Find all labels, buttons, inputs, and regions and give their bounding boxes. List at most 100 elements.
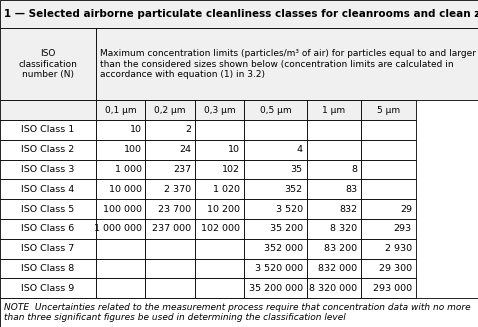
Bar	[0, 100, 96, 120]
Bar	[0, 239, 96, 259]
Bar	[244, 239, 306, 259]
Bar	[145, 199, 195, 219]
Bar	[361, 160, 416, 180]
Text: 1 μm: 1 μm	[322, 106, 346, 114]
Text: ISO Class 3: ISO Class 3	[22, 165, 75, 174]
Bar	[195, 239, 244, 259]
Text: 0,1 μm: 0,1 μm	[105, 106, 137, 114]
Text: 1 000: 1 000	[115, 165, 141, 174]
Text: 23 700: 23 700	[158, 205, 191, 214]
Text: 2 370: 2 370	[164, 185, 191, 194]
Bar	[96, 140, 145, 160]
Text: 832: 832	[339, 205, 357, 214]
Bar	[361, 219, 416, 239]
Bar	[0, 120, 96, 140]
Bar	[0, 140, 96, 160]
Bar	[145, 160, 195, 180]
Text: 100: 100	[124, 145, 141, 154]
Bar	[145, 259, 195, 278]
Text: 3 520: 3 520	[276, 205, 303, 214]
Bar	[361, 259, 416, 278]
Bar	[96, 219, 145, 239]
Bar	[0, 28, 96, 100]
Bar	[306, 259, 361, 278]
Text: 8 320: 8 320	[330, 224, 357, 233]
Bar	[195, 160, 244, 180]
Text: 0,3 μm: 0,3 μm	[204, 106, 235, 114]
Bar	[306, 120, 361, 140]
Text: ISO Class 8: ISO Class 8	[22, 264, 75, 273]
Bar	[145, 219, 195, 239]
Text: ISO Class 7: ISO Class 7	[22, 244, 75, 253]
Bar	[244, 259, 306, 278]
Text: ISO Class 2: ISO Class 2	[22, 145, 75, 154]
Text: 1 000 000: 1 000 000	[94, 224, 141, 233]
Bar	[306, 100, 361, 120]
Text: 1 020: 1 020	[213, 185, 240, 194]
Bar	[96, 28, 478, 100]
Text: 0,5 μm: 0,5 μm	[260, 106, 291, 114]
Bar	[361, 120, 416, 140]
Text: Maximum concentration limits (particles/m³ of air) for particles equal to and la: Maximum concentration limits (particles/…	[100, 49, 476, 79]
Text: 2: 2	[185, 125, 191, 134]
Text: 100 000: 100 000	[103, 205, 141, 214]
Bar	[0, 259, 96, 278]
Text: NOTE  Uncertainties related to the measurement process require that concentratio: NOTE Uncertainties related to the measur…	[4, 303, 470, 322]
Bar	[195, 100, 244, 120]
Bar	[244, 219, 306, 239]
Text: 8 320 000: 8 320 000	[309, 284, 357, 293]
Text: 83 200: 83 200	[324, 244, 357, 253]
Text: 102 000: 102 000	[201, 224, 240, 233]
Bar	[195, 219, 244, 239]
Bar	[145, 180, 195, 199]
Bar	[195, 180, 244, 199]
Text: 293: 293	[394, 224, 412, 233]
Text: 352: 352	[284, 185, 303, 194]
Bar	[361, 278, 416, 298]
Text: 10 200: 10 200	[207, 205, 240, 214]
Bar	[195, 199, 244, 219]
Bar	[361, 100, 416, 120]
Bar	[361, 140, 416, 160]
Text: 4: 4	[297, 145, 303, 154]
Bar	[0, 160, 96, 180]
Text: 2 930: 2 930	[385, 244, 412, 253]
Text: 237 000: 237 000	[152, 224, 191, 233]
Text: 8: 8	[351, 165, 357, 174]
Bar	[361, 180, 416, 199]
Bar	[244, 180, 306, 199]
Bar	[145, 120, 195, 140]
Text: 29: 29	[400, 205, 412, 214]
Bar	[361, 199, 416, 219]
Text: ISO Class 9: ISO Class 9	[22, 284, 75, 293]
Text: 293 000: 293 000	[373, 284, 412, 293]
Bar	[0, 199, 96, 219]
Bar	[306, 160, 361, 180]
Bar	[195, 278, 244, 298]
Bar	[96, 278, 145, 298]
Text: 102: 102	[222, 165, 240, 174]
Text: 35 200: 35 200	[270, 224, 303, 233]
Bar	[96, 199, 145, 219]
Bar	[96, 160, 145, 180]
Bar	[0, 0, 478, 28]
Bar	[0, 219, 96, 239]
Text: 832 000: 832 000	[318, 264, 357, 273]
Bar	[0, 278, 96, 298]
Text: 3 520 000: 3 520 000	[255, 264, 303, 273]
Bar	[96, 100, 145, 120]
Text: Table 1 — Selected airborne particulate cleanliness classes for cleanrooms and c: Table 1 — Selected airborne particulate …	[0, 9, 478, 19]
Text: 24: 24	[179, 145, 191, 154]
Bar	[96, 239, 145, 259]
Text: ISO Class 4: ISO Class 4	[22, 185, 75, 194]
Text: 10 000: 10 000	[109, 185, 141, 194]
Bar	[96, 259, 145, 278]
Bar	[306, 180, 361, 199]
Bar	[96, 120, 145, 140]
Text: 83: 83	[345, 185, 357, 194]
Bar	[306, 140, 361, 160]
Text: 10: 10	[130, 125, 141, 134]
Bar	[145, 239, 195, 259]
Text: 0,2 μm: 0,2 μm	[154, 106, 186, 114]
Text: 237: 237	[173, 165, 191, 174]
